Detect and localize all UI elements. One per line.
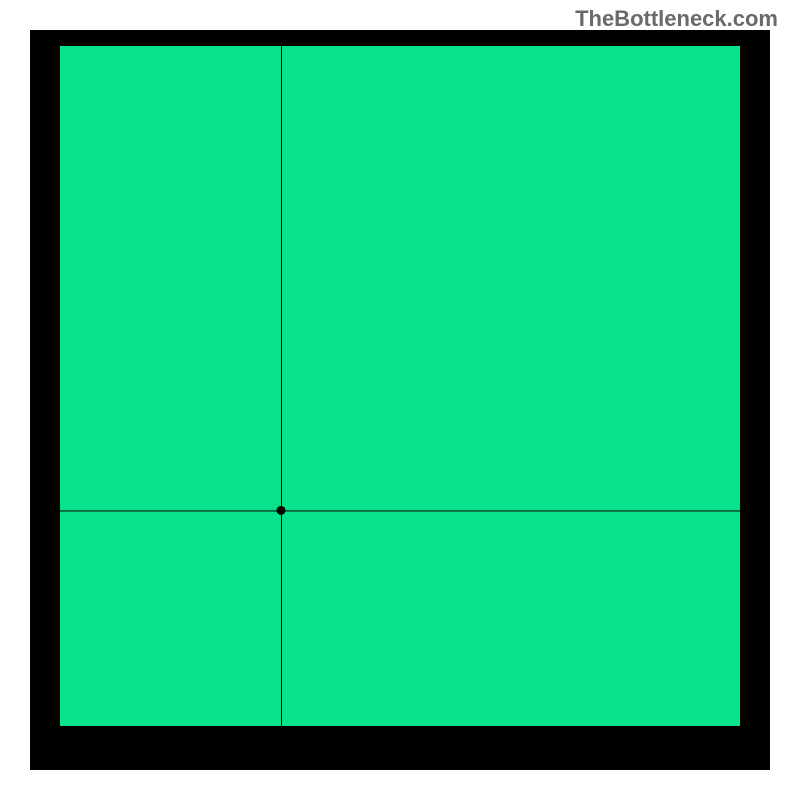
plot-area xyxy=(60,46,740,726)
bottleneck-heatmap xyxy=(60,46,740,726)
plot-frame xyxy=(30,30,770,770)
watermark-text: TheBottleneck.com xyxy=(575,6,778,32)
